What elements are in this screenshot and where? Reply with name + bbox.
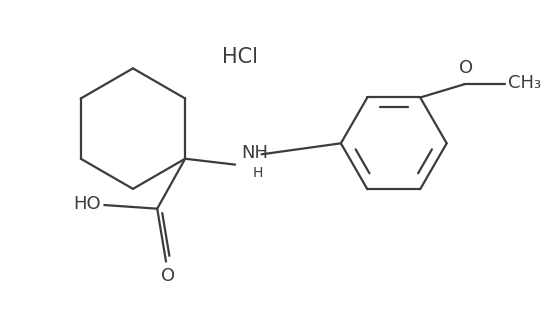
Text: HO: HO (73, 195, 101, 213)
Text: HCl: HCl (222, 47, 258, 67)
Text: CH₃: CH₃ (508, 74, 542, 92)
Text: H: H (252, 166, 263, 180)
Text: O: O (161, 267, 175, 285)
Text: O: O (459, 59, 474, 77)
Text: NH: NH (241, 144, 268, 162)
